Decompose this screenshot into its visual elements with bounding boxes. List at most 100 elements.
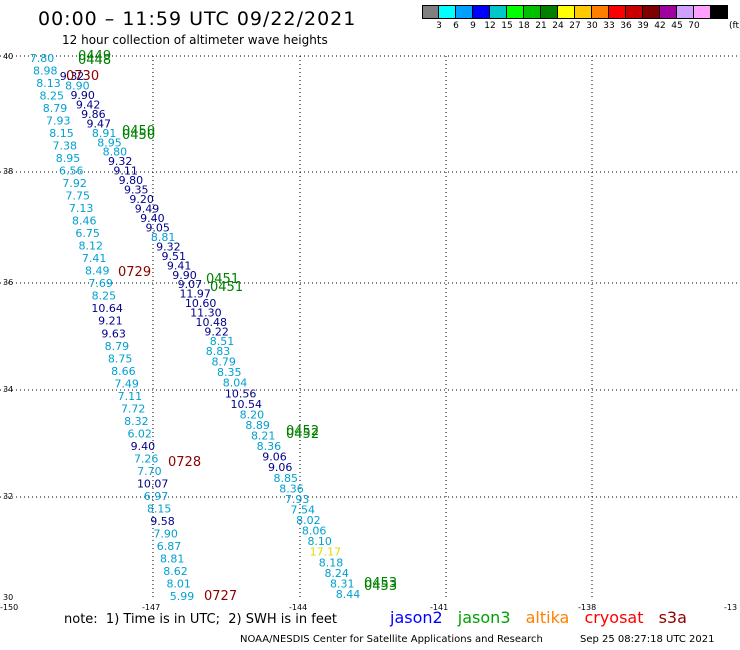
scale-swatch <box>439 5 456 19</box>
swh-value-mid-track: 9.32 <box>60 70 85 83</box>
swh-value-left-track: 7.80 <box>30 52 55 65</box>
swh-value-mid-track: 8.80 <box>103 146 128 159</box>
scale-swatch <box>575 5 592 19</box>
swh-value-mid-track: 10.60 <box>185 297 217 310</box>
swh-value-mid-track: 9.20 <box>129 193 154 206</box>
lat-label: 36 <box>3 278 14 287</box>
scale-tick-label: 27 <box>569 21 581 31</box>
swh-value-left-track: 7.38 <box>53 140 78 153</box>
swh-value-right-track: 17.17 <box>310 546 342 559</box>
graticule <box>0 55 740 600</box>
scale-tick-label: 70 <box>688 21 700 31</box>
swh-value-right-track: 8.10 <box>307 535 332 548</box>
scale-swatch <box>660 5 677 19</box>
swh-value-right-track: 8.20 <box>240 408 265 421</box>
swh-value-right-track: 9.06 <box>268 461 293 474</box>
swh-value-mid-track: 9.32 <box>108 155 133 168</box>
lat-label: 40 <box>3 52 14 61</box>
swh-value-left-track: 9.63 <box>101 327 126 340</box>
scale-tick-label: 30 <box>586 21 598 31</box>
legend-altika: altika <box>525 608 570 627</box>
pass-time-label: 0451 <box>206 272 239 287</box>
swh-value-left-track: 8.79 <box>43 102 68 115</box>
swh-value-left-track: 8.46 <box>72 215 97 228</box>
scale-tick-label: 6 <box>453 21 459 31</box>
lat-label: 32 <box>3 492 14 501</box>
swh-value-mid-track: 9.90 <box>172 269 197 282</box>
swh-value-mid-track: 9.86 <box>81 108 106 121</box>
swh-value-mid-track: 9.41 <box>167 259 192 272</box>
swh-value-mid-track: 8.91 <box>92 127 117 140</box>
swh-value-right-track: 8.35 <box>217 366 242 379</box>
lon-label: -147 <box>142 603 161 612</box>
swh-value-right-track: 8.02 <box>296 514 321 527</box>
pass-time-label: 0452 <box>286 427 319 442</box>
swh-value-mid-track: 9.51 <box>162 250 187 263</box>
swh-value-mid-track: 8.81 <box>151 231 176 244</box>
swh-value-left-track: 6.02 <box>127 427 152 440</box>
scale-tick-label: 18 <box>518 21 530 31</box>
scale-swatch <box>694 5 711 19</box>
color-scale-frame <box>422 5 728 19</box>
pass-time-label: 0453 <box>364 576 397 591</box>
lat-label: 30 <box>3 593 14 602</box>
swh-value-left-track: 8.13 <box>36 77 61 90</box>
swh-value-left-track: 8.79 <box>105 340 130 353</box>
swh-value-left-track: 8.75 <box>108 352 133 365</box>
swh-value-right-track: 8.36 <box>279 482 304 495</box>
scale-tick-label: 3 <box>436 21 442 31</box>
credit-timestamp: Sep 25 08:27:18 UTC 2021 <box>580 634 715 645</box>
swh-value-mid-track: 11.97 <box>179 288 211 301</box>
scale-tick-label: 24 <box>552 21 564 31</box>
lon-label: -150 <box>0 603 19 612</box>
legend-jason2: jason2 <box>390 608 443 627</box>
swh-value-mid-track: 10.48 <box>196 316 228 329</box>
scale-swatch <box>490 5 507 19</box>
swh-value-mid-track: 9.80 <box>119 174 144 187</box>
swh-value-left-track: 7.11 <box>118 390 143 403</box>
pass-time-label: 0448 <box>78 53 111 68</box>
swh-value-left-track: 6.87 <box>157 540 182 553</box>
swh-value-left-track: 5.99 <box>170 590 195 603</box>
scale-tick-label: 21 <box>535 21 547 31</box>
swh-value-left-track: 8.25 <box>92 290 117 303</box>
scale-tick-label: 36 <box>620 21 632 31</box>
swh-value-left-track: 7.13 <box>69 202 94 215</box>
swh-value-left-track: 9.40 <box>131 440 156 453</box>
scale-swatch <box>456 5 473 19</box>
swh-value-right-track: 8.24 <box>324 567 349 580</box>
swh-value-left-track: 8.66 <box>111 365 136 378</box>
scale-swatch <box>422 5 439 19</box>
swh-value-right-track: 8.36 <box>257 440 282 453</box>
swh-value-right-track: 10.56 <box>225 387 257 400</box>
swh-value-mid-track: 9.11 <box>113 165 138 178</box>
swh-value-mid-track: 9.90 <box>70 89 95 102</box>
swh-value-left-track: 7.92 <box>62 177 87 190</box>
swh-value-left-track: 8.95 <box>56 152 81 165</box>
swh-value-left-track: 7.26 <box>134 452 159 465</box>
swh-value-left-track: 7.70 <box>137 465 162 478</box>
swh-value-right-track: 8.21 <box>251 430 276 443</box>
lon-label: -13 <box>724 603 738 612</box>
swh-value-left-track: 8.25 <box>40 90 65 103</box>
swh-value-right-track: 8.79 <box>211 356 236 369</box>
swh-value-left-track: 8.62 <box>163 565 188 578</box>
swh-value-right-track: 8.04 <box>223 377 248 390</box>
swh-value-left-track: 8.49 <box>85 265 110 278</box>
lat-label: 38 <box>3 167 14 176</box>
swh-value-left-track: 8.15 <box>49 127 74 140</box>
units-note: note: 1) Time is in UTC; 2) SWH is in fe… <box>64 612 337 627</box>
swh-value-right-track: 9.06 <box>262 451 287 464</box>
legend-cryosat: cryosat <box>584 608 644 627</box>
color-scale-unit: (ft) <box>729 21 740 31</box>
swh-value-mid-track: 9.40 <box>140 212 165 225</box>
pass-time-label: 0452 <box>286 424 319 439</box>
swh-value-left-track: 8.81 <box>160 553 185 566</box>
scale-swatch <box>473 5 490 19</box>
swh-value-mid-track: 9.42 <box>76 98 101 111</box>
swh-value-left-track: 7.41 <box>82 252 107 265</box>
swh-value-left-track: 8.15 <box>147 502 172 515</box>
scale-swatch <box>677 5 694 19</box>
